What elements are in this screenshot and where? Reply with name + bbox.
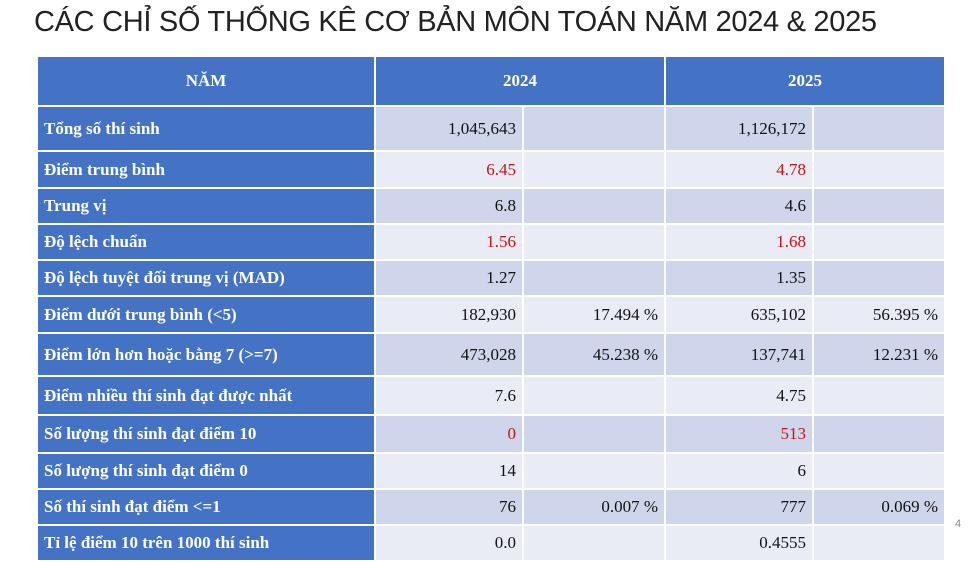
row-label: Độ lệch chuẩn [36, 223, 376, 261]
table-cell [812, 259, 946, 297]
row-label: Số lượng thí sinh đạt điểm 0 [36, 452, 376, 490]
table-cell [522, 524, 666, 562]
table-row: Tổng số thí sinh 1,045,643 1,126,172 [36, 105, 946, 152]
table-row: Điểm trung bình 6.45 4.78 [36, 150, 946, 189]
table-cell: 14 [374, 452, 524, 490]
table-row: Điểm nhiều thí sinh đạt được nhất 7.6 4.75 [36, 375, 946, 416]
header-cell: 2024 [374, 55, 666, 107]
table-cell: 6.45 [374, 150, 524, 189]
table-cell [522, 150, 666, 189]
table-cell: 4.6 [664, 187, 814, 225]
table-cell: 777 [664, 488, 814, 526]
table-cell [522, 259, 666, 297]
table-cell [522, 105, 666, 152]
table-cell: 12.231 % [812, 332, 946, 377]
row-label: Số thí sinh đạt điểm <=1 [36, 488, 376, 526]
table-row: Số lượng thí sinh đạt điểm 0 14 6 [36, 452, 946, 490]
table-row: Độ lệch tuyệt đối trung vị (MAD) 1.27 1.35 [36, 259, 946, 297]
table-cell [812, 375, 946, 416]
table-cell: 1,126,172 [664, 105, 814, 152]
table-cell: 635,102 [664, 295, 814, 334]
table-cell: 1.56 [374, 223, 524, 261]
row-label: Trung vị [36, 187, 376, 225]
table-row: Số thí sinh đạt điểm <=1 76 0.007 % 777 0.06… [36, 488, 946, 526]
table-cell: 0.069 % [812, 488, 946, 526]
row-label: Điểm trung bình [36, 150, 376, 189]
stats-table: NĂM 2024 2025 Tổng số thí sinh 1,045,643 1… [36, 55, 946, 562]
table-cell: 1.68 [664, 223, 814, 261]
table-cell: 0.0 [374, 524, 524, 562]
table-cell: 1.27 [374, 259, 524, 297]
table-row: Số lượng thí sinh đạt điểm 10 0 513 [36, 414, 946, 454]
table-cell: 513 [664, 414, 814, 454]
table-cell: 0.4555 [664, 524, 814, 562]
row-label: Số lượng thí sinh đạt điểm 10 [36, 414, 376, 454]
table-cell: 45.238 % [522, 332, 666, 377]
table-cell [812, 223, 946, 261]
table-cell: 4.75 [664, 375, 814, 416]
header-row: NĂM 2024 2025 [36, 55, 946, 107]
table-cell [812, 187, 946, 225]
table-cell [812, 414, 946, 454]
table-cell [522, 223, 666, 261]
row-label: Tổng số thí sinh [36, 105, 376, 152]
table-row: Độ lệch chuẩn 1.56 1.68 [36, 223, 946, 261]
table-cell [522, 414, 666, 454]
header-cell: NĂM [36, 55, 376, 107]
table-cell: 473,028 [374, 332, 524, 377]
table-cell [522, 452, 666, 490]
table-cell: 6 [664, 452, 814, 490]
table-cell: 7.6 [374, 375, 524, 416]
row-label: Điểm lớn hơn hoặc bằng 7 (>=7) [36, 332, 376, 377]
page-number: 4 [955, 518, 962, 530]
table-row: Điểm dưới trung bình (<5) 182,930 17.494 %… [36, 295, 946, 334]
table-cell: 56.395 % [812, 295, 946, 334]
table-body: Tổng số thí sinh 1,045,643 1,126,172 Điểm t… [36, 105, 946, 562]
table-row: Trung vị 6.8 4.6 [36, 187, 946, 225]
table-cell: 17.494 % [522, 295, 666, 334]
table-row: Điểm lớn hơn hoặc bằng 7 (>=7) 473,028 45.… [36, 332, 946, 377]
header-cell: 2025 [664, 55, 946, 107]
row-label: Điểm dưới trung bình (<5) [36, 295, 376, 334]
slide-title: CÁC CHỈ SỐ THỐNG KÊ CƠ BẢN MÔN TOÁN NĂM … [34, 6, 877, 38]
table-cell: 76 [374, 488, 524, 526]
table-cell [522, 187, 666, 225]
table-cell [812, 150, 946, 189]
table-cell [812, 452, 946, 490]
table-cell: 6.8 [374, 187, 524, 225]
row-label: Điểm nhiều thí sinh đạt được nhất [36, 375, 376, 416]
table-cell: 137,741 [664, 332, 814, 377]
table-cell [812, 524, 946, 562]
table-row: Tỉ lệ điểm 10 trên 1000 thí sinh 0.0 0.455… [36, 524, 946, 562]
table-cell: 0 [374, 414, 524, 454]
table-cell: 1.35 [664, 259, 814, 297]
table-cell: 182,930 [374, 295, 524, 334]
table-cell [812, 105, 946, 152]
table-cell: 1,045,643 [374, 105, 524, 152]
table-cell: 0.007 % [522, 488, 666, 526]
row-label: Tỉ lệ điểm 10 trên 1000 thí sinh [36, 524, 376, 562]
table-cell: 4.78 [664, 150, 814, 189]
row-label: Độ lệch tuyệt đối trung vị (MAD) [36, 259, 376, 297]
table-cell [522, 375, 666, 416]
